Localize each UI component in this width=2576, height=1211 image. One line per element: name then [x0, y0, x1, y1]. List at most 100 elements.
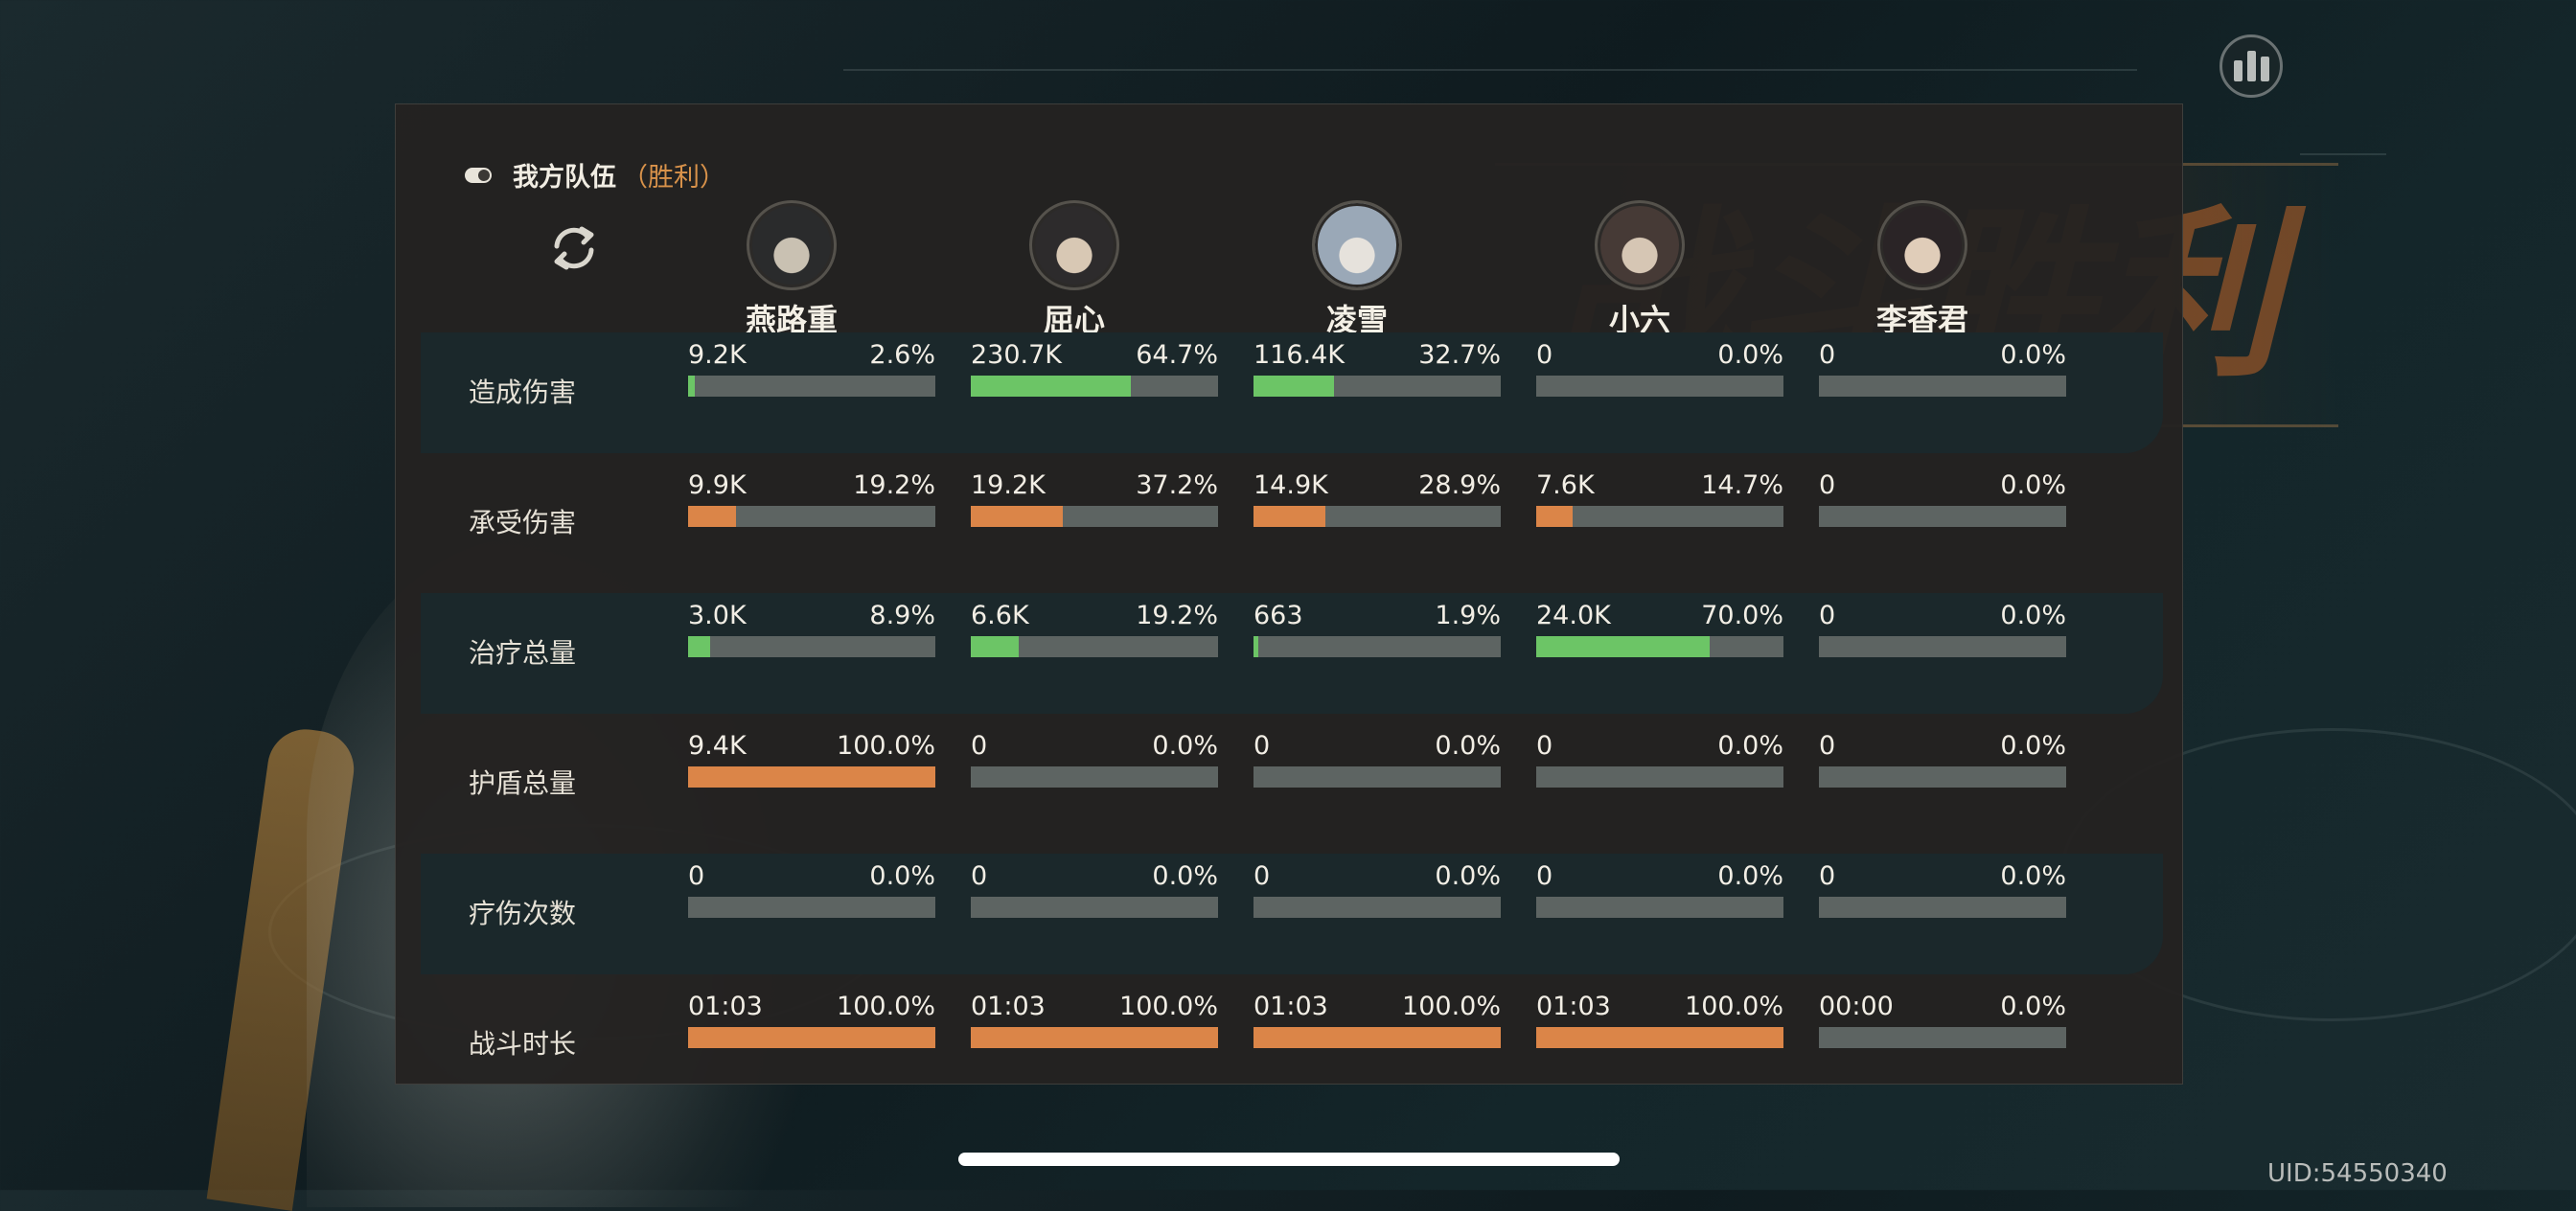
stat-value: 230.7K	[971, 340, 1063, 370]
stat-label: 护盾总量	[469, 767, 577, 799]
team-result: （胜利）	[622, 163, 725, 193]
character-name: 凌雪	[1325, 302, 1388, 338]
stat-percent: 0.0%	[1152, 861, 1218, 891]
stat-bar	[1254, 897, 1501, 918]
stat-bar	[1819, 1027, 2066, 1048]
bar-chart-icon-bar	[2260, 57, 2269, 81]
stat-bar	[1254, 376, 1501, 397]
stat-value: 9.4K	[688, 731, 747, 761]
stat-bar	[1536, 766, 1783, 788]
stat-percent: 0.0%	[869, 861, 935, 891]
stat-percent: 0.0%	[2000, 340, 2066, 370]
stat-cell: 0 0.0%	[1536, 731, 1783, 788]
stat-bar-fill	[688, 1027, 935, 1048]
stat-bar	[688, 376, 935, 397]
stat-bar	[1819, 766, 2066, 788]
stat-cell: 01:03 100.0%	[971, 992, 1218, 1048]
stat-bar	[1536, 897, 1783, 918]
stat-value: 0	[1819, 861, 1836, 891]
stat-bar	[1254, 506, 1501, 527]
battle-stats-panel: 我方队伍 （胜利） 燕路重 屈心 凌雪 小六 李香君 造成伤害 9.2K 2.6% 230.7…	[395, 103, 2183, 1085]
stat-bar-fill	[1254, 506, 1325, 527]
stat-bar	[688, 506, 935, 527]
stat-bar	[1819, 376, 2066, 397]
toggle-icon[interactable]	[465, 167, 492, 183]
stat-bar	[1819, 636, 2066, 657]
character-column: 凌雪	[1242, 200, 1472, 340]
stat-bar	[688, 1027, 935, 1048]
refresh-icon[interactable]	[543, 217, 605, 279]
stat-value: 9.2K	[688, 340, 747, 370]
stat-label: 承受伤害	[469, 507, 577, 538]
stat-value: 00:00	[1819, 992, 1894, 1021]
stat-bar-fill	[971, 1027, 1218, 1048]
stat-value: 0	[971, 731, 988, 761]
stat-value: 663	[1254, 601, 1303, 630]
stat-cell: 663 1.9%	[1254, 601, 1501, 657]
stat-percent: 100.0%	[837, 992, 935, 1021]
stat-percent: 0.0%	[1435, 731, 1501, 761]
stat-label: 治疗总量	[469, 637, 577, 669]
stat-cell: 3.0K 8.9%	[688, 601, 935, 657]
stat-value: 01:03	[1254, 992, 1328, 1021]
stat-cell: 00:00 0.0%	[1819, 992, 2066, 1048]
stat-value: 0	[1536, 731, 1553, 761]
stat-value: 0	[688, 861, 705, 891]
character-avatar[interactable]	[747, 200, 837, 290]
home-indicator[interactable]	[958, 1153, 1620, 1166]
stat-percent: 0.0%	[1435, 861, 1501, 891]
stat-cell: 9.2K 2.6%	[688, 340, 935, 397]
stat-percent: 19.2%	[853, 470, 935, 500]
stat-cell: 0 0.0%	[1536, 340, 1783, 397]
stat-cell: 0 0.0%	[1819, 470, 2066, 527]
stat-cell: 0 0.0%	[1819, 340, 2066, 397]
character-name: 李香君	[1875, 302, 1968, 338]
stat-label: 疗伤次数	[469, 898, 577, 929]
stat-cell: 0 0.0%	[1819, 731, 2066, 788]
stat-cell: 7.6K 14.7%	[1536, 470, 1783, 527]
stat-percent: 0.0%	[1717, 731, 1783, 761]
stat-cell: 230.7K 64.7%	[971, 340, 1218, 397]
stat-percent: 100.0%	[1119, 992, 1218, 1021]
stat-cell: 24.0K 70.0%	[1536, 601, 1783, 657]
stat-cell: 19.2K 37.2%	[971, 470, 1218, 527]
character-column: 屈心	[959, 200, 1189, 340]
stat-bar-fill	[971, 376, 1131, 397]
bar-chart-icon-bar	[2246, 51, 2256, 81]
stat-value: 0	[1819, 601, 1836, 630]
stat-bar-fill	[1536, 636, 1710, 657]
character-avatar[interactable]	[1029, 200, 1119, 290]
stat-percent: 28.9%	[1418, 470, 1501, 500]
stats-button[interactable]	[2220, 34, 2283, 98]
stat-row: 护盾总量 9.4K 100.0% 0 0.0% 0 0.0% 0 0.0% 0 0.0%	[421, 723, 2163, 844]
stat-percent: 0.0%	[2000, 731, 2066, 761]
stat-bar	[1536, 636, 1783, 657]
stat-percent: 0.0%	[1717, 861, 1783, 891]
stat-cell: 0 0.0%	[688, 861, 935, 918]
stat-percent: 0.0%	[1717, 340, 1783, 370]
character-avatar[interactable]	[1595, 200, 1685, 290]
stat-value: 14.9K	[1254, 470, 1328, 500]
character-avatar[interactable]	[1312, 200, 1402, 290]
stat-percent: 70.0%	[1701, 601, 1783, 630]
stat-cell: 01:03 100.0%	[1536, 992, 1783, 1048]
stat-bar-fill	[688, 506, 736, 527]
stat-bar-fill	[1536, 1027, 1783, 1048]
stat-bar	[1536, 376, 1783, 397]
stat-value: 9.9K	[688, 470, 747, 500]
stat-row: 承受伤害 9.9K 19.2% 19.2K 37.2% 14.9K 28.9% 7.6K 14.…	[421, 463, 2163, 583]
stat-value: 0	[1536, 861, 1553, 891]
stat-row: 战斗时长 01:03 100.0% 01:03 100.0% 01:03 100.0% 01:…	[421, 984, 2163, 1105]
stat-cell: 01:03 100.0%	[1254, 992, 1501, 1048]
stat-percent: 14.7%	[1701, 470, 1783, 500]
character-avatar[interactable]	[1877, 200, 1967, 290]
stat-value: 01:03	[688, 992, 763, 1021]
stat-percent: 0.0%	[2000, 470, 2066, 500]
stat-bar-fill	[688, 376, 695, 397]
stat-bar	[1819, 897, 2066, 918]
stat-value: 19.2K	[971, 470, 1046, 500]
stat-cell: 14.9K 28.9%	[1254, 470, 1501, 527]
stat-bar-fill	[971, 506, 1063, 527]
stat-bar-fill	[1536, 506, 1573, 527]
stat-bar-fill	[971, 636, 1019, 657]
